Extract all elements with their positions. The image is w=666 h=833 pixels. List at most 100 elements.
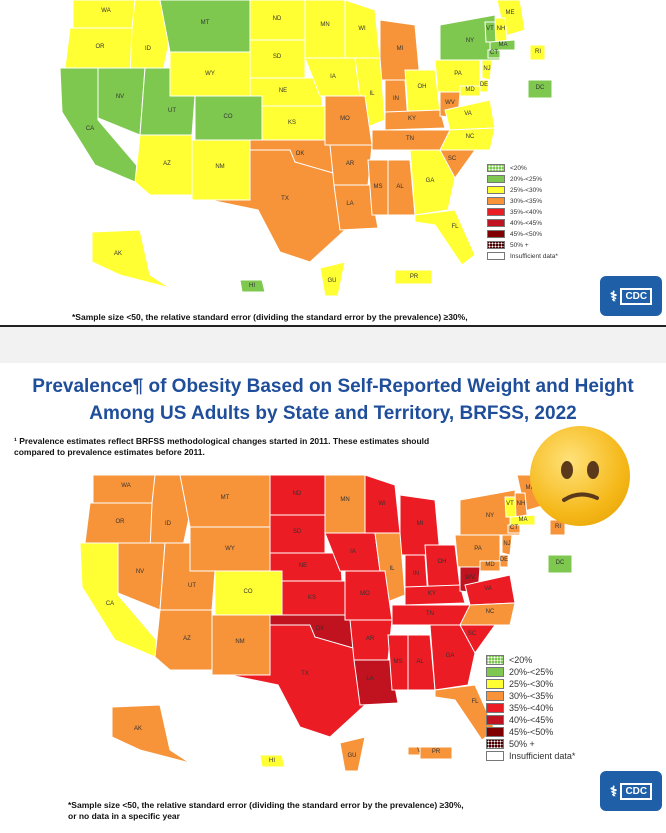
state-label-vt: VT — [486, 26, 494, 32]
state-label-nj: NJ — [483, 66, 490, 72]
legend-label: 35%-<40% — [509, 703, 554, 713]
state-md — [479, 560, 501, 572]
legend-item: 40%-<45% — [487, 219, 558, 227]
state-label-ak: AK — [114, 251, 122, 257]
state-gu — [339, 736, 366, 772]
state-label-mt: MT — [221, 495, 230, 501]
state-mn — [324, 474, 366, 534]
state-label-wa: WA — [101, 8, 110, 14]
state-label-ms: MS — [374, 184, 383, 190]
legend-label: 30%-<35% — [510, 197, 542, 205]
state-la — [333, 184, 379, 231]
state-label-dc: DC — [536, 85, 545, 91]
state-vt — [504, 496, 517, 518]
state-label-al: AL — [416, 659, 424, 665]
footnote-sample-size: *Sample size <50, the relative standard … — [72, 312, 468, 322]
footnote-no-data: or no data in a specific year — [68, 811, 180, 821]
state-label-ca: CA — [86, 126, 94, 132]
state-wa — [92, 474, 161, 504]
legend-label: <20% — [510, 164, 527, 172]
state-wa — [72, 0, 141, 29]
legend-label: 45%-<50% — [509, 727, 554, 737]
state-label-co: CO — [244, 589, 253, 595]
state-label-wi: WI — [358, 26, 366, 32]
state-label-md: MD — [485, 562, 495, 568]
state-label-nv: NV — [136, 569, 144, 575]
state-pr — [394, 269, 433, 285]
state-nm — [211, 614, 271, 676]
legend-label: Insufficient data* — [510, 252, 558, 260]
state-hi — [239, 279, 266, 293]
methodology-note-line1: ¹ Prevalence estimates reflect BRFSS met… — [14, 436, 430, 446]
state-label-ks: KS — [308, 595, 316, 601]
state-label-gu: GU — [328, 278, 337, 284]
us-obesity-map-2022: WA OR ID MT WY ND SD NE MN CA NV UT CO KS IA WI MI IL IN OH… — [79, 474, 573, 772]
state-la — [353, 659, 399, 706]
state-ak — [111, 704, 191, 764]
state-label-mo: MO — [360, 591, 370, 597]
state-label-ct: CT — [510, 525, 518, 531]
legend-swatch — [486, 727, 504, 737]
state-az — [134, 134, 193, 196]
state-ri — [529, 44, 546, 61]
state-label-ny: NY — [466, 38, 474, 44]
legend-label: 40%-<45% — [510, 219, 542, 227]
confused-face-icon — [561, 461, 599, 502]
state-label-nc: NC — [466, 134, 475, 140]
state-label-or: OR — [116, 519, 126, 525]
state-ky — [384, 109, 446, 131]
us-obesity-map-earlier: WA OR ID MT WY ND SD NE MN CA NV UT CO KS IA WI MI IL IN OH… — [59, 0, 553, 297]
confused-face-emoji — [530, 426, 630, 526]
state-label-mo: MO — [340, 116, 350, 122]
legend-swatch — [487, 219, 505, 227]
state-label-ct: CT — [490, 50, 498, 56]
legend-swatch — [487, 252, 505, 260]
state-label-id: ID — [165, 521, 172, 527]
legend-swatch — [486, 679, 504, 689]
legend-label: Insufficient data* — [509, 751, 576, 761]
state-label-dc: DC — [556, 560, 565, 566]
state-dc — [527, 79, 553, 99]
state-label-sc: SC — [468, 631, 477, 637]
state-label-or: OR — [96, 44, 106, 50]
state-label-al: AL — [396, 184, 404, 190]
legend-label: 30%-<35% — [509, 691, 554, 701]
state-label-pa: PA — [474, 546, 482, 552]
state-label-va: VA — [464, 111, 472, 117]
state-label-nm: NM — [215, 164, 224, 170]
state-pr — [419, 746, 453, 760]
state-mn — [304, 0, 346, 59]
state-nj — [501, 534, 513, 556]
state-label-nj: NJ — [503, 541, 510, 547]
state-nv — [117, 542, 166, 611]
legend-item: 20%-<25% — [486, 667, 575, 677]
cdc-logo: ⚕ CDC — [600, 771, 662, 811]
state-label-sd: SD — [273, 54, 282, 60]
state-label-vt: VT — [506, 501, 514, 507]
state-ma — [489, 39, 516, 51]
legend-item: 50% + — [486, 739, 575, 749]
state-label-ny: NY — [486, 513, 494, 519]
state-label-oh: OH — [438, 559, 447, 565]
state-vt — [484, 21, 497, 43]
state-label-gu: GU — [348, 753, 357, 759]
cdc-logo: ⚕ CDC — [600, 276, 662, 316]
state-nv — [97, 67, 146, 136]
legend-label: 35%-<40% — [510, 208, 542, 216]
state-label-pr: PR — [432, 749, 441, 755]
legend-swatch — [487, 164, 505, 172]
state-label-tx: TX — [281, 196, 289, 202]
state-fl — [434, 684, 496, 741]
state-label-ri: RI — [535, 49, 541, 55]
state-oh — [424, 544, 461, 588]
state-label-nv: NV — [116, 94, 124, 100]
state-label-ca: CA — [106, 601, 114, 607]
legend-item: <20% — [486, 655, 575, 665]
legend-label: 20%-<25% — [510, 175, 542, 183]
state-ak — [91, 229, 171, 289]
legend-item: Insufficient data* — [486, 751, 575, 761]
state-label-wv: WV — [445, 100, 455, 106]
state-fl — [414, 209, 476, 266]
state-label-nh: NH — [497, 26, 506, 32]
state-label-la: LA — [366, 676, 373, 682]
